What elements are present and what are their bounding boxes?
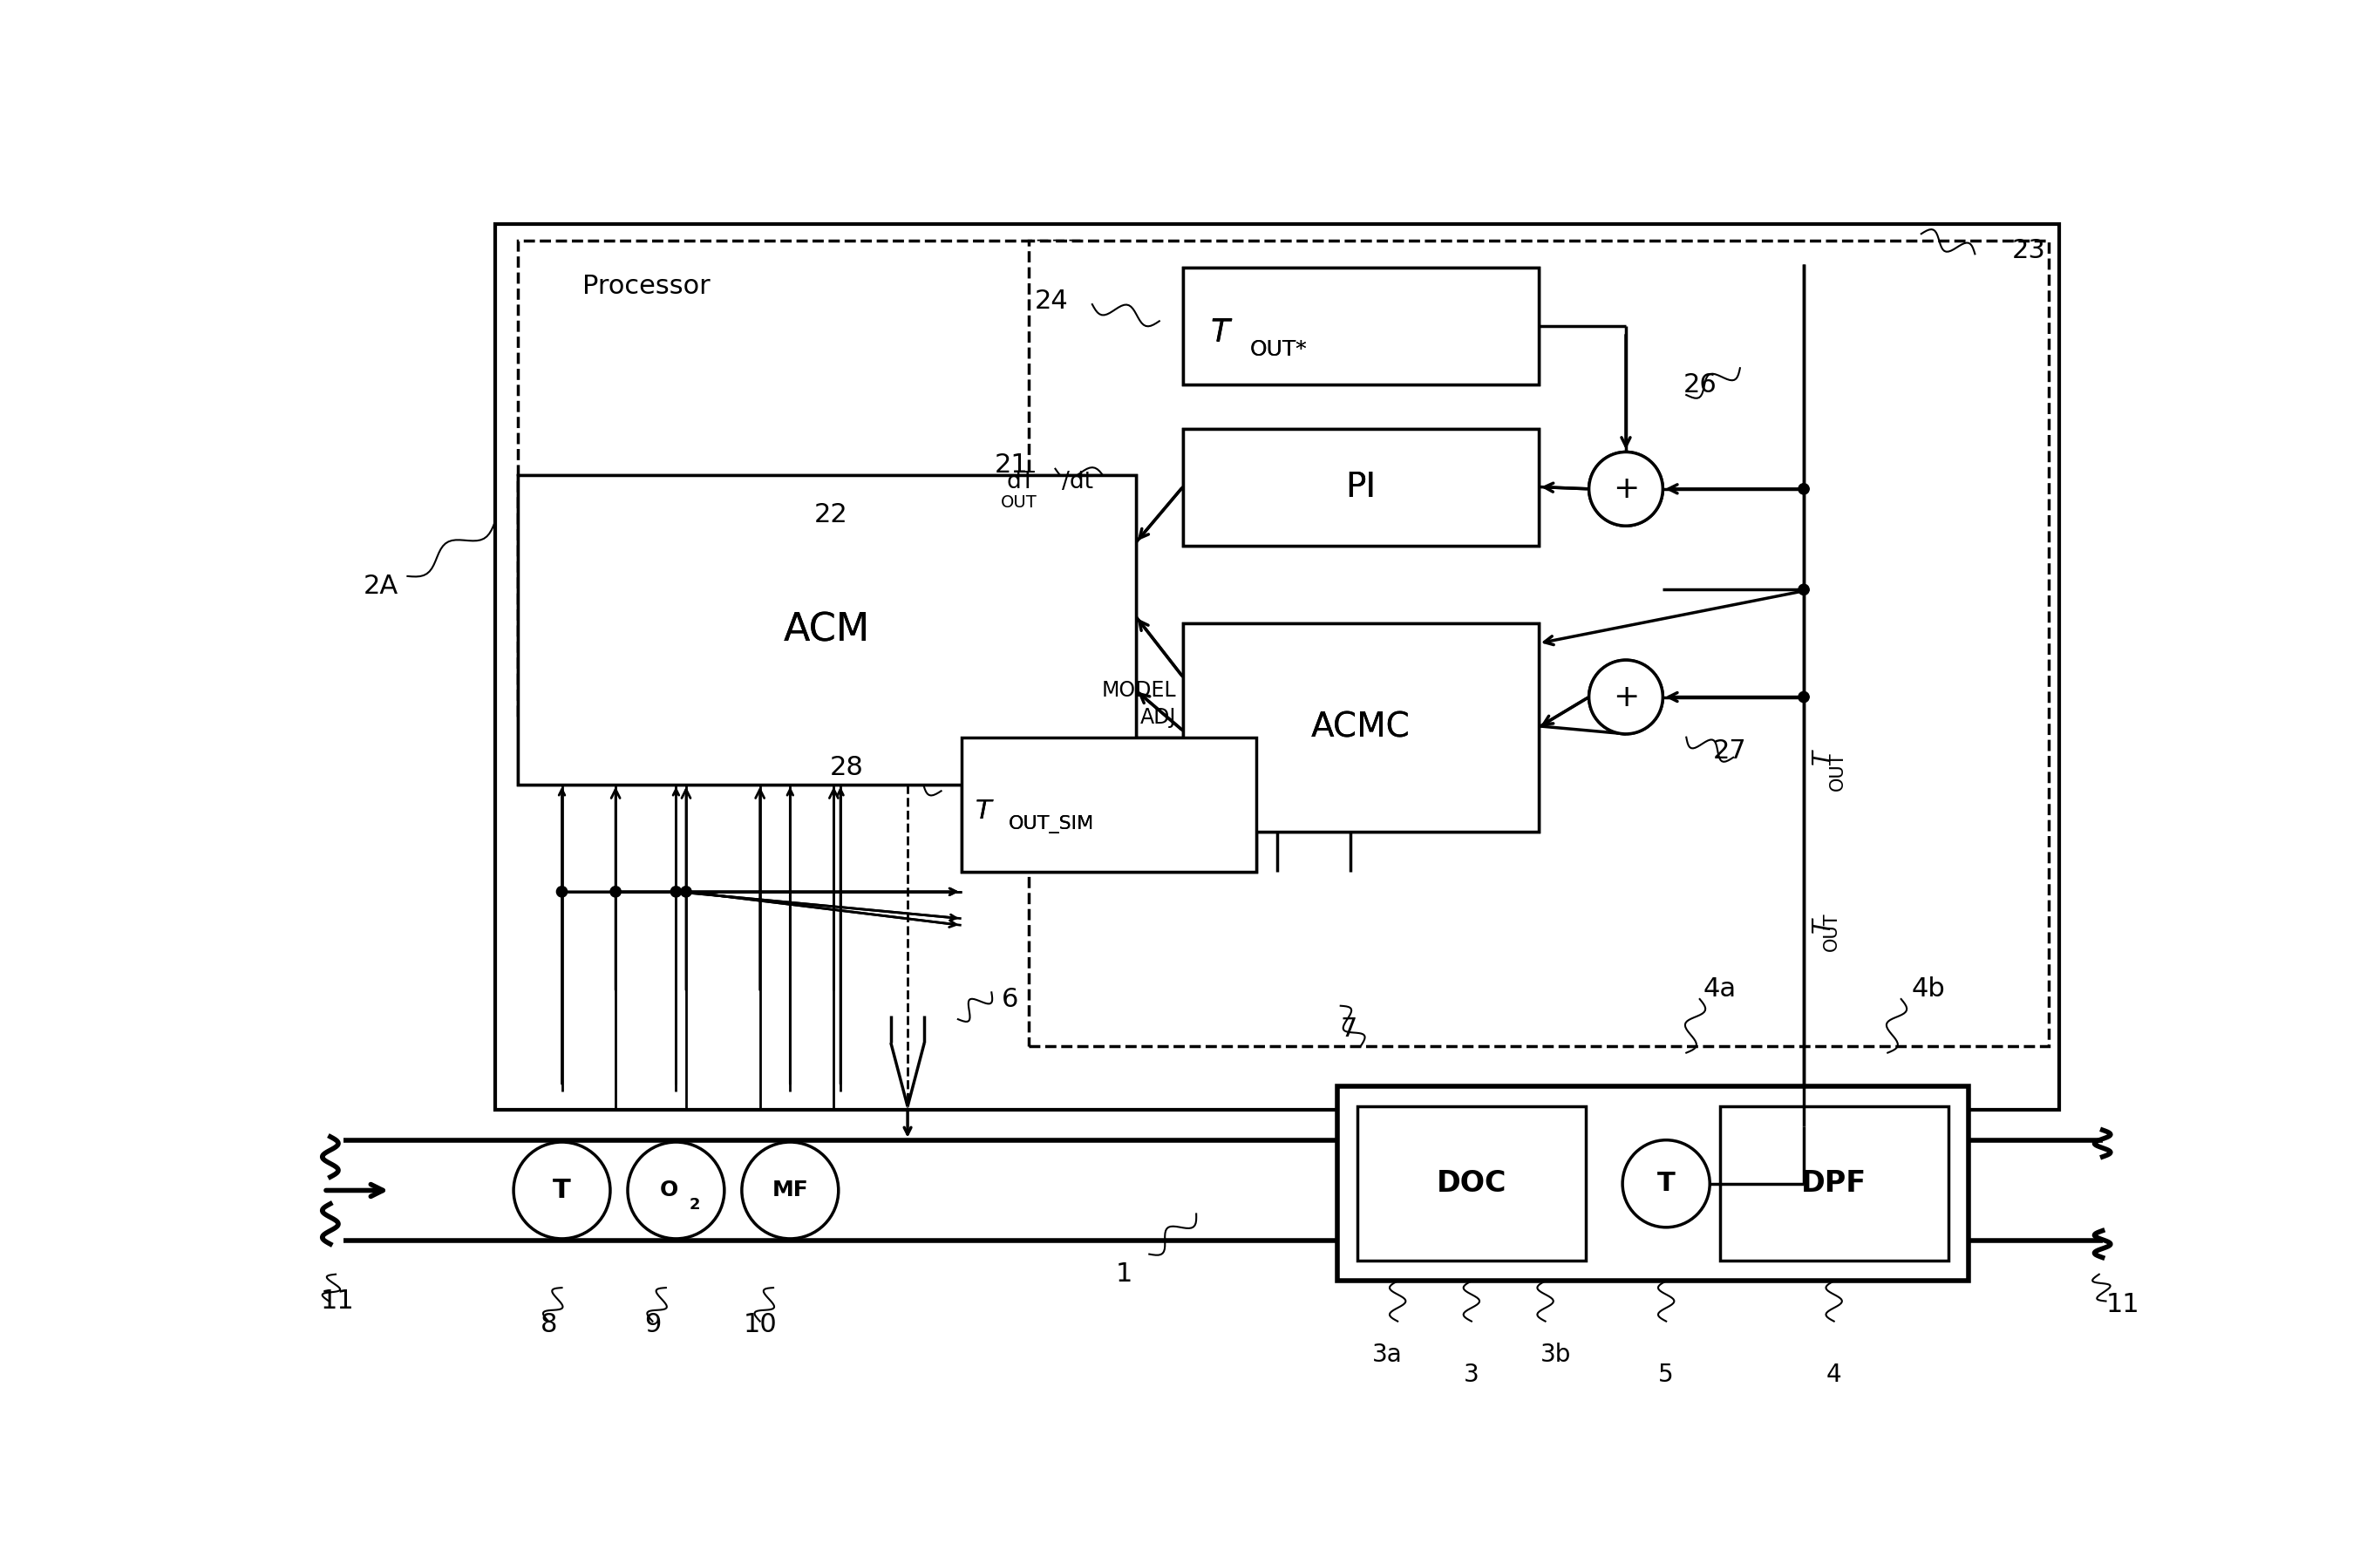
Text: T: T [552,1177,571,1204]
Text: 4: 4 [1825,1362,1842,1387]
Text: $T$: $T$ [976,799,995,824]
Text: +: + [1614,682,1640,712]
Text: 5: 5 [1659,1362,1673,1387]
Circle shape [1590,660,1664,733]
Text: $T$: $T$ [976,799,995,824]
Text: 10: 10 [743,1313,776,1337]
Circle shape [1590,660,1664,733]
Text: PI: PI [1345,470,1376,503]
Bar [1721,1107,1949,1261]
Text: 22: 22 [814,501,847,528]
Text: Processor: Processor [583,274,709,299]
Text: $T$: $T$ [1209,318,1233,347]
Text: 4a: 4a [1704,976,1737,1001]
Text: OUT_SIM: OUT_SIM [1009,816,1095,833]
Circle shape [671,886,681,897]
Text: 9: 9 [645,1313,662,1337]
Text: 3: 3 [1464,1362,1480,1387]
Text: 28: 28 [831,755,864,780]
Text: OUT: OUT [1000,494,1038,511]
Bar [1028,240,2049,1046]
Bar [495,224,2059,1110]
Text: MODEL: MODEL [1102,680,1176,701]
Bar [1183,428,1537,547]
Text: 2: 2 [690,1197,700,1213]
Text: ACMC: ACMC [1311,710,1411,744]
Text: ACM: ACM [783,612,871,649]
Circle shape [628,1141,724,1239]
Text: 11: 11 [321,1289,355,1314]
Text: ACMC: ACMC [1311,710,1411,744]
Circle shape [681,886,693,897]
Text: O: O [659,1180,678,1200]
Bar [1357,1107,1585,1261]
Bar [1338,1087,1968,1281]
Circle shape [1590,452,1664,526]
Circle shape [1590,452,1664,526]
Circle shape [1623,1140,1709,1227]
Text: 11: 11 [2106,1292,2140,1317]
Text: 3a: 3a [1373,1342,1402,1367]
Text: 8: 8 [540,1313,557,1337]
Bar [1183,623,1537,831]
Text: ACM: ACM [783,612,871,649]
Text: 26: 26 [1683,372,1716,397]
Text: +: + [1614,473,1640,504]
Circle shape [514,1141,609,1239]
Text: PI: PI [1345,470,1376,503]
Text: MF: MF [771,1180,809,1200]
Bar [962,738,1257,872]
Text: 23: 23 [2011,238,2047,263]
Text: T: T [1656,1171,1676,1196]
Text: 1: 1 [1116,1261,1133,1288]
Text: OUT: OUT [1830,752,1847,791]
Text: +: + [1614,473,1640,504]
Text: 2A: 2A [364,573,397,599]
Bar [1183,268,1537,385]
Bar [1183,623,1537,831]
Text: OUT_SIM: OUT_SIM [1009,816,1095,833]
Text: DOC: DOC [1438,1169,1507,1197]
Text: OUT: OUT [1823,912,1840,951]
Text: 6: 6 [1002,987,1019,1012]
Circle shape [743,1141,838,1239]
Bar [519,475,1135,785]
Text: $T$: $T$ [1209,318,1233,347]
Text: dT: dT [1007,470,1035,494]
Circle shape [557,886,566,897]
Bar [1183,268,1537,385]
Text: 4b: 4b [1911,976,1944,1001]
Bar [1183,428,1537,547]
Bar [962,738,1257,872]
Text: OUT*: OUT* [1250,339,1307,360]
Text: $T$: $T$ [1811,749,1837,766]
Text: DPF: DPF [1802,1169,1866,1197]
Circle shape [1799,691,1809,702]
Text: 27: 27 [1714,738,1747,763]
Circle shape [609,886,621,897]
Bar [519,475,1135,785]
Text: OUT*: OUT* [1250,339,1307,360]
Text: 21: 21 [995,453,1028,478]
Bar [519,240,1083,718]
Text: /dt: /dt [1061,470,1092,494]
Text: 24: 24 [1035,288,1069,313]
Text: +: + [1614,682,1640,712]
Text: 3b: 3b [1540,1342,1571,1367]
Circle shape [1799,584,1809,595]
Text: $T$: $T$ [1811,916,1837,934]
Circle shape [1799,484,1809,494]
Text: 7: 7 [1340,1017,1357,1042]
Text: ADJ: ADJ [1140,707,1176,727]
